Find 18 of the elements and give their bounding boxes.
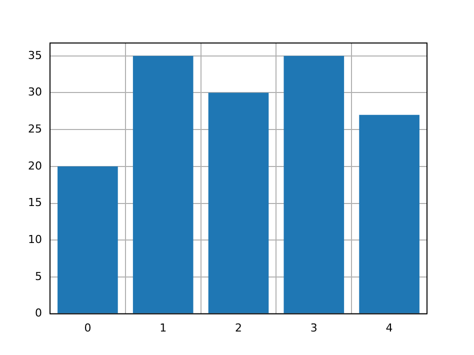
bar: [359, 114, 420, 314]
x-tick-label: 3: [310, 321, 318, 334]
bar: [284, 56, 344, 314]
y-tick-label: 15: [28, 196, 42, 210]
bar: [58, 166, 118, 314]
y-tick-label: 35: [28, 48, 42, 62]
y-tick-label: 10: [28, 232, 42, 246]
bar: [132, 56, 194, 314]
y-tick-label: 5: [34, 270, 42, 283]
y-tick-label: 20: [28, 159, 42, 172]
bar: [208, 92, 269, 314]
y-tick-label: 30: [28, 86, 42, 99]
x-tick-label: 4: [386, 321, 393, 334]
y-tick-label: 25: [28, 122, 42, 136]
y-tick-label: 0: [34, 306, 42, 320]
x-tick-label: 2: [235, 321, 242, 334]
x-tick-label: 1: [160, 321, 167, 334]
x-tick-label: 0: [84, 321, 92, 334]
